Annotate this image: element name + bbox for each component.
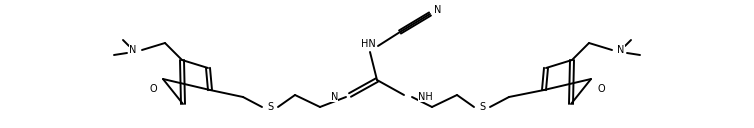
Text: O: O (597, 84, 605, 94)
Text: N: N (618, 45, 624, 55)
Text: NH: NH (418, 92, 433, 102)
Text: N: N (130, 45, 136, 55)
Text: O: O (149, 84, 157, 94)
Text: HN: HN (360, 39, 375, 49)
Text: S: S (479, 102, 485, 112)
Text: N: N (330, 92, 338, 102)
Text: N: N (434, 5, 442, 15)
Text: S: S (267, 102, 273, 112)
